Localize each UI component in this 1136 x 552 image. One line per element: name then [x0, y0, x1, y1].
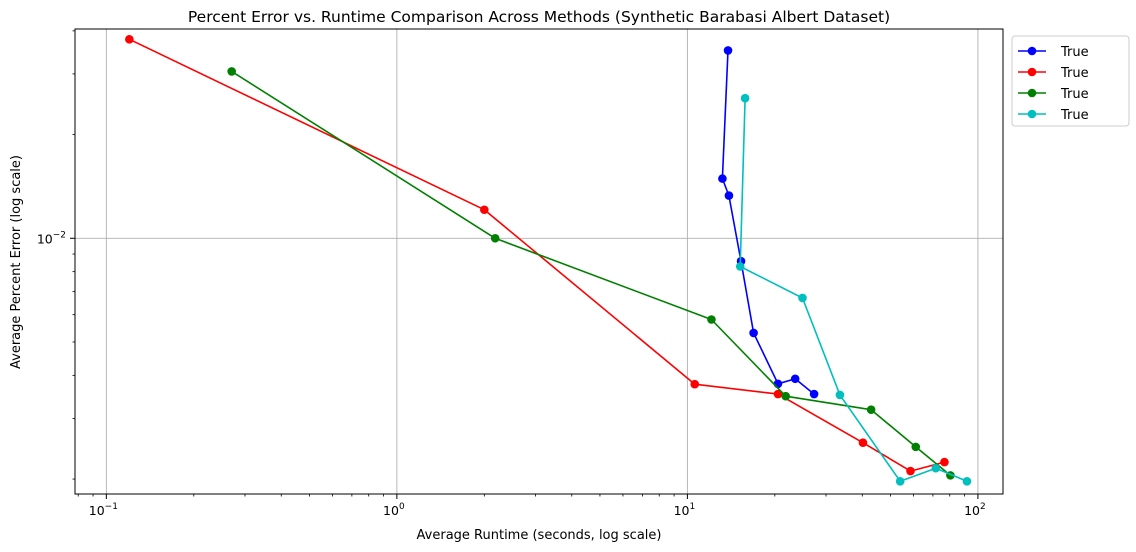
data-point: [690, 379, 700, 389]
series-2: [125, 35, 949, 476]
data-point: [740, 93, 750, 103]
data-point: [962, 477, 972, 486]
data-point: [906, 466, 915, 476]
data-point: [781, 391, 791, 401]
data-point: [931, 463, 941, 473]
x-axis-label: Average Runtime (seconds, log scale): [417, 528, 662, 543]
x-tick-label: 100: [383, 502, 405, 518]
x-tick-label: 102: [964, 502, 986, 518]
data-point: [858, 438, 868, 448]
axis-ticks: 10−1 100 101 102 10−2: [37, 30, 986, 518]
series-line: [129, 38, 945, 472]
series-line: [739, 98, 968, 483]
legend-marker: [1027, 67, 1037, 77]
data-point: [773, 379, 783, 389]
data-point: [490, 233, 500, 243]
series-line: [231, 70, 951, 477]
series-4: [735, 93, 972, 486]
legend-label: True: [1060, 108, 1089, 123]
data-point: [895, 477, 905, 486]
legend-marker: [1027, 109, 1037, 119]
data-point: [718, 174, 727, 183]
data-point: [911, 442, 921, 452]
plot-area: [74, 28, 1004, 495]
y-tick-label: 10−2: [37, 230, 66, 246]
legend-marker: [1027, 46, 1037, 56]
series-3: [227, 67, 955, 480]
data-point: [749, 328, 758, 338]
data-point: [724, 191, 734, 200]
data-point: [790, 374, 800, 384]
data-point: [735, 262, 745, 271]
chart-title: Percent Error vs. Runtime Comparison Acr…: [188, 8, 890, 26]
data-point: [940, 457, 949, 467]
series-1: [718, 46, 819, 399]
data-point: [809, 389, 819, 399]
legend-label: True: [1060, 45, 1089, 60]
legend-label: True: [1060, 66, 1089, 81]
series-lines: [125, 35, 972, 486]
data-point: [723, 46, 733, 55]
x-tick-label: 101: [674, 502, 696, 518]
y-axis-label: Average Percent Error (log scale): [9, 155, 24, 369]
data-point: [866, 405, 876, 414]
series-line: [721, 50, 815, 395]
data-point: [798, 293, 807, 303]
data-point: [125, 35, 134, 44]
x-tick-label: 10−1: [89, 502, 118, 518]
data-point: [835, 390, 845, 400]
legend: True True True True: [1011, 35, 1130, 127]
data-point: [227, 67, 236, 76]
data-point: [707, 315, 716, 324]
data-point: [773, 389, 783, 399]
legend-marker: [1027, 88, 1037, 98]
grid: [75, 29, 1003, 494]
legend-label: True: [1060, 87, 1089, 102]
legend-frame: [1011, 35, 1130, 127]
data-point: [480, 205, 489, 215]
